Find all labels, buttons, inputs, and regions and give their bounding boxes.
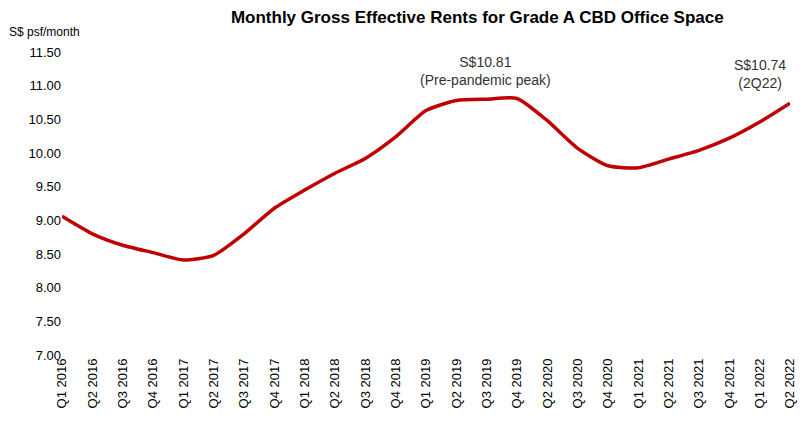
svg-text:11.00: 11.00 [29,78,61,93]
svg-text:Q1 2017: Q1 2017 [176,359,191,409]
svg-text:Q3 2018: Q3 2018 [358,359,373,409]
svg-text:S$10.74(2Q22): S$10.74(2Q22) [734,57,786,91]
svg-text:Q3 2020: Q3 2020 [570,359,585,409]
svg-text:Q1 2018: Q1 2018 [297,359,312,409]
svg-text:11.50: 11.50 [29,45,61,60]
svg-text:S$10.81(Pre-pandemic peak): S$10.81(Pre-pandemic peak) [420,54,551,88]
svg-text:9.50: 9.50 [36,179,61,194]
svg-text:Q4 2021: Q4 2021 [722,359,737,409]
svg-text:Q4 2017: Q4 2017 [267,359,282,409]
svg-text:Q3 2021: Q3 2021 [691,359,706,409]
svg-text:Q2 2021: Q2 2021 [661,359,676,409]
svg-text:9.00: 9.00 [36,213,61,228]
svg-text:Q1 2016: Q1 2016 [54,359,69,409]
svg-text:8.50: 8.50 [36,247,61,262]
svg-text:Monthly Gross Effective Rents: Monthly Gross Effective Rents for Grade … [231,8,724,27]
svg-text:Q3 2016: Q3 2016 [115,359,130,409]
svg-text:Q2 2018: Q2 2018 [327,359,342,409]
svg-text:Q1 2019: Q1 2019 [418,359,433,409]
svg-text:10.00: 10.00 [28,146,61,161]
svg-text:Q2 2022: Q2 2022 [782,359,797,409]
svg-text:Q2 2016: Q2 2016 [85,359,100,409]
svg-text:7.50: 7.50 [36,314,61,329]
svg-text:10.50: 10.50 [28,112,61,127]
svg-text:7.00: 7.00 [36,348,61,363]
svg-text:Q4 2018: Q4 2018 [388,359,403,409]
svg-text:Q4 2020: Q4 2020 [600,359,615,409]
svg-text:8.00: 8.00 [36,280,61,295]
svg-text:Q3 2019: Q3 2019 [479,359,494,409]
svg-text:Q2 2017: Q2 2017 [206,359,221,409]
svg-text:Q1 2022: Q1 2022 [752,359,767,409]
svg-text:Q2 2020: Q2 2020 [540,359,555,409]
svg-text:Q1 2021: Q1 2021 [631,359,646,409]
svg-text:S$ psf/month: S$ psf/month [9,25,80,39]
svg-text:Q3 2017: Q3 2017 [236,359,251,409]
svg-text:Q4 2016: Q4 2016 [145,359,160,409]
svg-text:Q4 2019: Q4 2019 [509,359,524,409]
svg-text:Q2 2019: Q2 2019 [449,359,464,409]
